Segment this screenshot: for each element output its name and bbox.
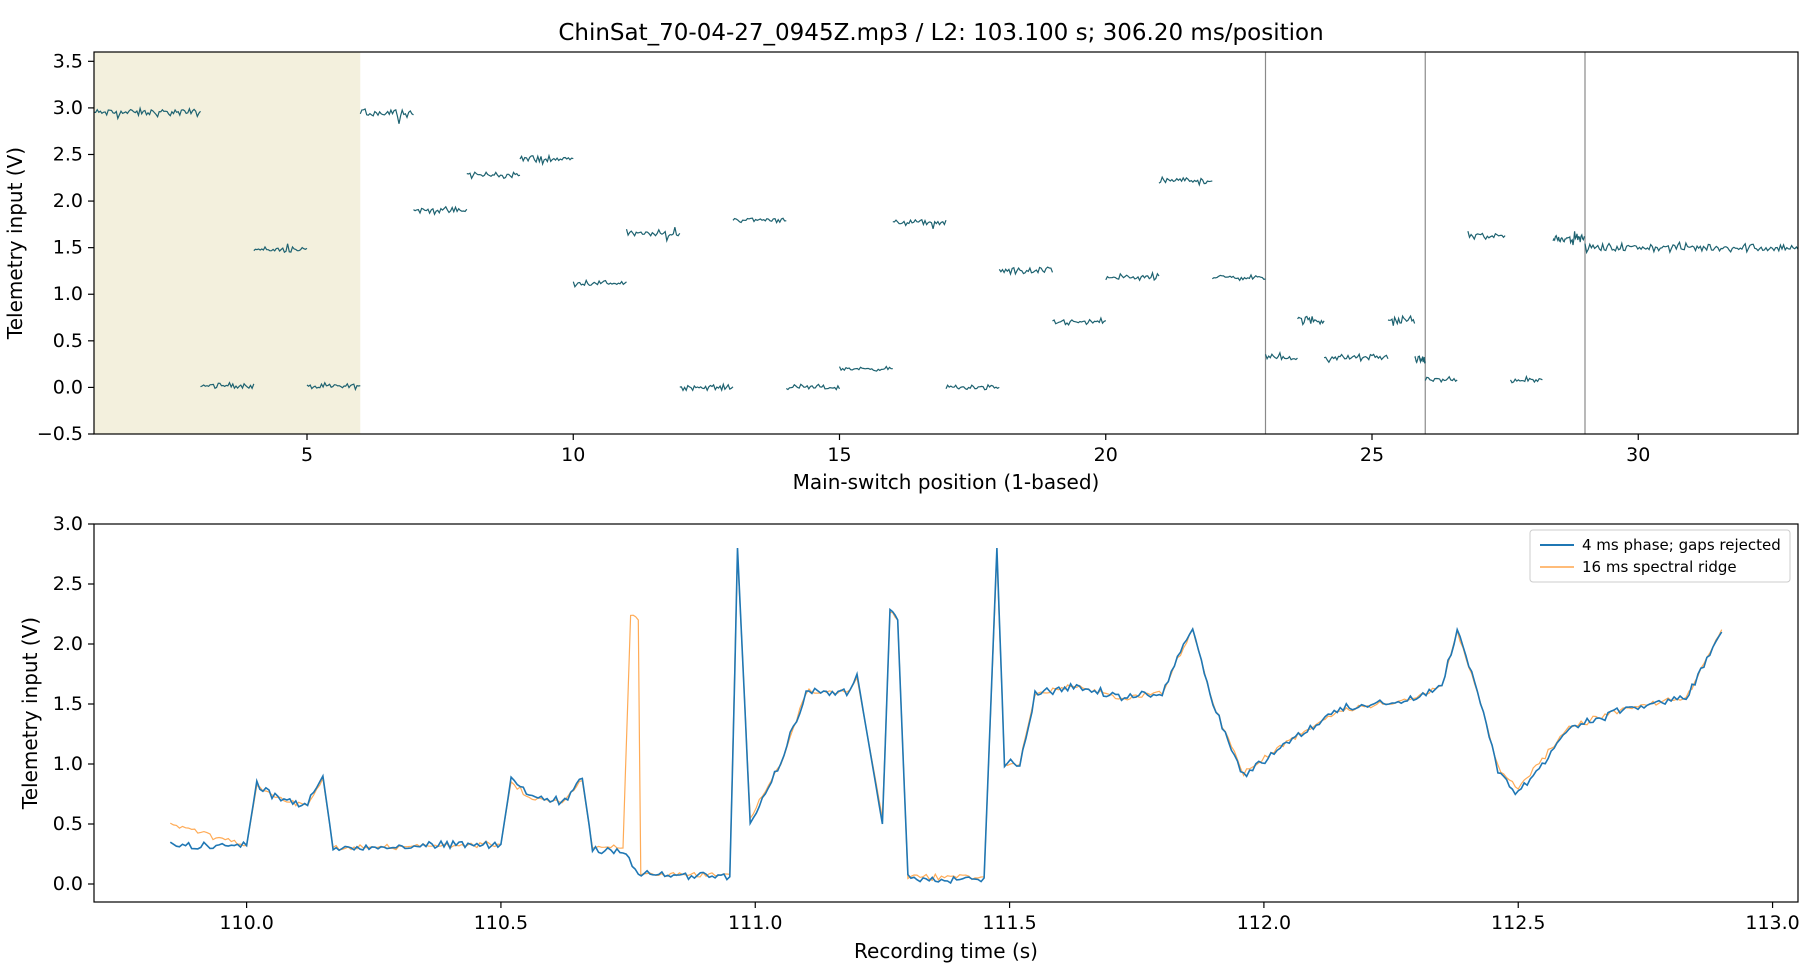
trace-segment-16: [998, 266, 1054, 276]
top-y-tick-label-6: 2.5: [53, 143, 83, 165]
trace-segment-25: [1414, 355, 1426, 364]
top-chart-vlines: [1264, 52, 1586, 434]
top-chart-y-ticks: −0.5 0.0 0.5 1.0 1.5 2.0 2.5 3.0 3.5: [37, 50, 94, 445]
bottom-y-tick-label-3: 1.5: [53, 693, 83, 715]
trace-segment-31: [1584, 240, 1799, 255]
trace-segment-28: [1509, 374, 1543, 384]
bottom-y-tick-label-1: 0.5: [53, 813, 83, 835]
top-x-tick-label-1: 10: [561, 444, 585, 466]
trace-segment-11: [732, 217, 787, 224]
trace-segment-9: [625, 227, 681, 243]
bottom-chart-y-ticks: 0.0 0.5 1.0 1.5 2.0 2.5 3.0: [53, 513, 94, 895]
top-chart: ChinSat_70-04-27_0945Z.mp3 / L2: 103.100…: [3, 20, 1799, 494]
trace-segment-22: [1297, 315, 1325, 327]
trace-segment-13: [838, 365, 893, 372]
trace-segment-4: [359, 108, 414, 124]
bottom-x-tick-label-2: 111.0: [728, 912, 782, 934]
top-y-tick-label-8: 3.5: [53, 50, 83, 72]
trace-segment-3: [306, 381, 361, 392]
trace-segment-12: [785, 383, 841, 391]
top-chart-highlight-layer: [94, 52, 361, 434]
top-y-tick-label-7: 3.0: [53, 97, 83, 119]
legend-box: [1529, 529, 1791, 583]
bottom-x-tick-label-6: 113.0: [1745, 912, 1799, 934]
bottom-chart-x-ticks: 110.0 110.5 111.0 111.5 112.0 112.5 113.0: [219, 902, 1800, 934]
bottom-x-tick-label-0: 110.0: [219, 912, 273, 934]
top-chart-frame: [93, 51, 1799, 435]
trace-segment-17: [1052, 316, 1107, 326]
trace-segment-1: [200, 381, 255, 390]
bottom-chart-y-label: Telemetry input (V): [18, 617, 42, 810]
bottom-y-tick-label-4: 2.0: [53, 633, 83, 655]
bottom-x-tick-label-1: 110.5: [474, 912, 528, 934]
trace-segment-2: [253, 243, 308, 254]
bottom-x-tick-label-4: 112.0: [1237, 912, 1291, 934]
series-line-0: [169, 547, 1723, 885]
top-y-tick-label-1: 0.0: [53, 376, 83, 398]
trace-segment-0: [93, 106, 201, 121]
trace-segment-24: [1387, 314, 1416, 326]
bottom-y-tick-label-5: 2.5: [53, 573, 83, 595]
trace-segment-18: [1105, 270, 1160, 282]
trace-segment-5: [413, 205, 468, 216]
trace-segment-14: [892, 218, 947, 229]
trace-segment-26: [1424, 375, 1458, 384]
trace-segment-23: [1323, 352, 1389, 364]
bottom-x-tick-label-5: 112.5: [1491, 912, 1545, 934]
bottom-x-tick-label-3: 111.5: [982, 912, 1036, 934]
highlight-band: [94, 52, 361, 434]
top-y-tick-label-3: 1.0: [53, 283, 83, 305]
top-x-tick-label-2: 15: [827, 444, 851, 466]
top-chart-x-label: Main-switch position (1-based): [793, 470, 1100, 494]
bottom-y-tick-label-0: 0.0: [53, 873, 83, 895]
bottom-chart-frame: [93, 523, 1799, 903]
top-y-tick-label-4: 1.5: [53, 237, 83, 259]
top-chart-series: [93, 106, 1799, 392]
top-chart-x-ticks: 5 10 15 20 25 30: [301, 434, 1650, 466]
bottom-chart-x-label: Recording time (s): [854, 939, 1038, 963]
top-x-tick-label-5: 30: [1626, 444, 1650, 466]
bottom-y-tick-label-2: 1.0: [53, 753, 83, 775]
trace-segment-15: [945, 383, 1000, 391]
trace-segment-20: [1211, 273, 1266, 282]
top-x-tick-label-3: 20: [1094, 444, 1118, 466]
trace-segment-30: [1568, 231, 1586, 246]
top-y-tick-label-5: 2.0: [53, 190, 83, 212]
top-chart-y-label: Telemetry input (V): [3, 147, 27, 340]
top-chart-title: ChinSat_70-04-27_0945Z.mp3 / L2: 103.100…: [558, 20, 1323, 46]
top-y-tick-label-2: 0.5: [53, 330, 83, 352]
bottom-chart-legend: 4 ms phase; gaps rejected 16 ms spectral…: [1529, 529, 1791, 583]
bottom-chart: 110.0 110.5 111.0 111.5 112.0 112.5 113.0 0.00…: [18, 513, 1800, 963]
trace-segment-10: [679, 382, 734, 392]
trace-segment-21: [1264, 350, 1298, 362]
trace-segment-7: [519, 153, 574, 167]
legend-label-ridge: 16 ms spectral ridge: [1582, 558, 1737, 576]
trace-segment-6: [466, 171, 521, 180]
bottom-chart-series: [169, 547, 1723, 885]
trace-segment-8: [572, 278, 627, 288]
top-x-tick-label-4: 25: [1360, 444, 1384, 466]
trace-segment-27: [1467, 231, 1506, 241]
top-y-tick-label-0: −0.5: [37, 423, 83, 445]
trace-segment-19: [1158, 175, 1213, 187]
trace-segment-29: [1552, 234, 1570, 243]
bottom-y-tick-label-6: 3.0: [53, 513, 83, 535]
legend-label-phase: 4 ms phase; gaps rejected: [1582, 536, 1781, 554]
top-x-tick-label-0: 5: [301, 444, 313, 466]
